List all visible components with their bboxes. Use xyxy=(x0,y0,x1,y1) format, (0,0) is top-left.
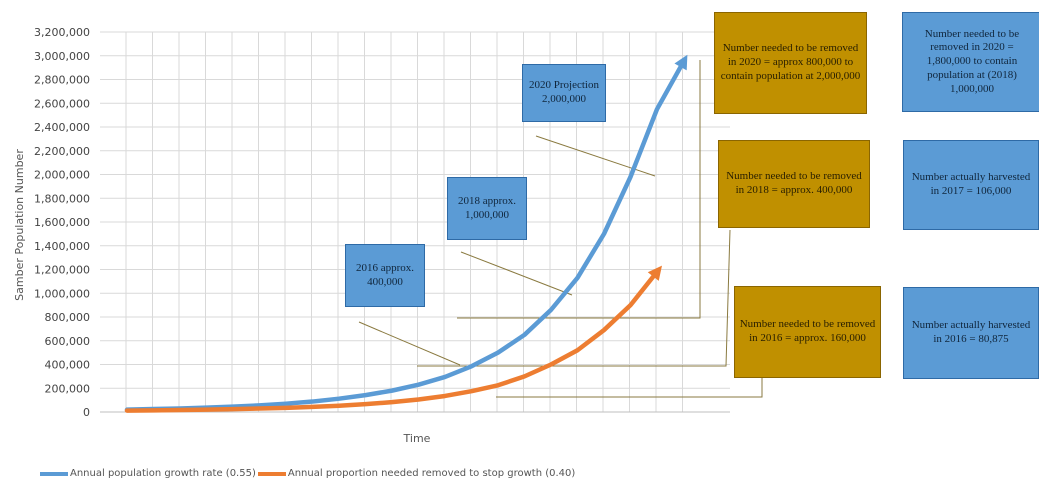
y-tick-label: 1,400,000 xyxy=(34,240,90,253)
y-tick-label: 2,800,000 xyxy=(34,74,90,87)
annotation-2020-projection: 2020 Projection 2,000,000 xyxy=(522,64,606,122)
annotation-2016: 2016 approx. 400,000 xyxy=(345,244,425,307)
y-tick-label: 2,400,000 xyxy=(34,121,90,134)
removal-arrowhead xyxy=(647,265,662,281)
y-tick-label: 1,600,000 xyxy=(34,216,90,229)
legend: Annual population growth rate (0.55) Ann… xyxy=(40,468,577,479)
y-tick-label: 2,200,000 xyxy=(34,145,90,158)
y-tick-label: 600,000 xyxy=(45,335,91,348)
y-tick-label: 3,000,000 xyxy=(34,50,90,63)
leader-line xyxy=(358,321,461,366)
legend-swatch-blue xyxy=(40,471,68,476)
y-axis-ticks: 0 200,000 400,000 600,000 800,000 1,000,000 1,… xyxy=(34,26,90,419)
legend-item-removal: Annual proportion needed removed to stop… xyxy=(257,468,576,479)
growth-arrowhead xyxy=(674,54,688,71)
y-tick-label: 1,200,000 xyxy=(34,264,90,277)
y-tick-label: 0 xyxy=(83,406,90,419)
series-growth-line xyxy=(124,59,686,412)
y-tick-label: 3,200,000 xyxy=(34,26,90,39)
y-axis-label: Samber Population Number xyxy=(13,149,26,301)
annotation-harvested-2016: Number actually harvested in 2016 = 80,8… xyxy=(903,287,1039,379)
leader-line xyxy=(460,251,573,296)
leader-line xyxy=(496,378,763,398)
y-tick-label: 400,000 xyxy=(45,359,91,372)
y-tick-label: 1,000,000 xyxy=(34,287,90,300)
y-tick-label: 2,000,000 xyxy=(34,169,90,182)
series-removal-line xyxy=(124,269,660,413)
legend-label-removal: Annual proportion needed removed to stop… xyxy=(287,468,576,479)
annotation-removed-2018: Number needed to be removed in 2018 = ap… xyxy=(718,140,870,228)
legend-label-growth: Annual population growth rate (0.55) xyxy=(70,468,256,479)
y-tick-label: 2,600,000 xyxy=(34,97,90,110)
x-axis-label: Time xyxy=(403,432,431,445)
legend-item-growth: Annual population growth rate (0.55) xyxy=(40,468,256,479)
leader-line xyxy=(417,229,731,367)
annotation-harvested-2017: Number actually harvested in 2017 = 106,… xyxy=(903,140,1039,230)
series-lines xyxy=(124,54,688,413)
annotation-2018: 2018 approx. 1,000,000 xyxy=(447,177,527,240)
y-tick-label: 200,000 xyxy=(45,382,91,395)
gridlines xyxy=(100,31,730,413)
annotation-removed-2016: Number needed to be removed in 2016 = ap… xyxy=(734,286,881,378)
y-tick-label: 1,800,000 xyxy=(34,192,90,205)
legend-swatch-orange xyxy=(257,471,286,476)
leader-line xyxy=(457,60,701,319)
annotation-right-2020: Number needed to be removed in 2020 = 1,… xyxy=(902,12,1039,112)
y-tick-label: 800,000 xyxy=(45,311,91,324)
annotation-removed-2020: Number needed to be removed in 2020 = ap… xyxy=(714,12,867,114)
